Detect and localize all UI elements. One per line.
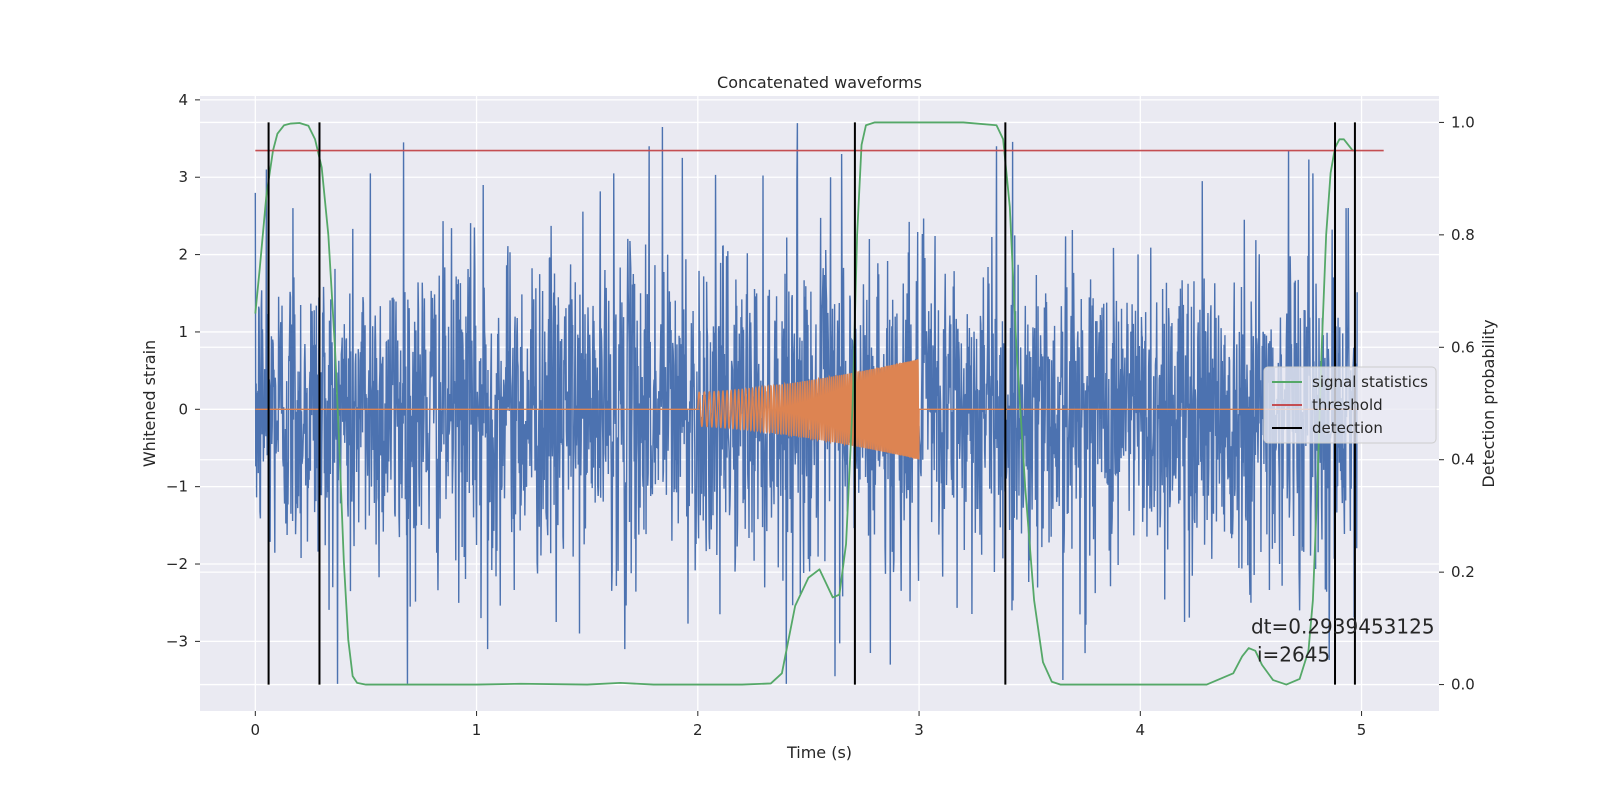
x-tick-label: 2 (693, 721, 703, 739)
legend: signal statistics threshold detection (1263, 366, 1437, 444)
y2-tick-label: 0.0 (1451, 676, 1475, 694)
y2-axis-label: Detection probability (1479, 319, 1498, 487)
legend-label: signal statistics (1312, 373, 1428, 391)
x-tick-label: 1 (472, 721, 482, 739)
y2-tick-label: 1.0 (1451, 113, 1475, 131)
y-axis-label: Whitened strain (140, 340, 159, 467)
y2-tick-label: 0.4 (1451, 451, 1475, 469)
injected-signal-series (255, 359, 1358, 460)
y-tick-label: 0 (178, 400, 188, 418)
y-tick-label: −1 (166, 478, 188, 496)
x-tick-label: 3 (914, 721, 924, 739)
strain-noise-series (254, 123, 1358, 684)
chart-title: Concatenated waveforms (717, 73, 922, 92)
y-tick-label: 4 (178, 91, 188, 109)
x-axis-label: Time (s) (786, 743, 852, 762)
y-tick-label: 2 (178, 246, 188, 264)
series-layer (254, 121, 1384, 686)
annotation-text: dt=0.2939453125 (1251, 615, 1435, 639)
y-tick-label: −3 (166, 632, 188, 650)
y2-tick-label: 0.6 (1451, 338, 1475, 356)
y-tick-label: −2 (166, 555, 188, 573)
annotation-text: i=2645 (1257, 643, 1330, 667)
axes: 0 1 2 3 4 5 −3 −2 −1 0 1 2 3 4 0.0 0.2 0.4 0.6 0.8 1.0 (166, 91, 1475, 739)
x-tick-label: 4 (1136, 721, 1146, 739)
legend-box (1263, 366, 1437, 444)
legend-label: threshold (1312, 396, 1383, 414)
x-tick-label: 5 (1357, 721, 1367, 739)
y-tick-label: 3 (178, 168, 188, 186)
annotations: dt=0.2939453125 i=2645 (1251, 615, 1435, 667)
x-tick-label: 0 (251, 721, 261, 739)
y2-tick-label: 0.8 (1451, 226, 1475, 244)
legend-label: detection (1312, 419, 1383, 437)
y2-tick-label: 0.2 (1451, 563, 1475, 581)
y-tick-label: 1 (178, 323, 188, 341)
